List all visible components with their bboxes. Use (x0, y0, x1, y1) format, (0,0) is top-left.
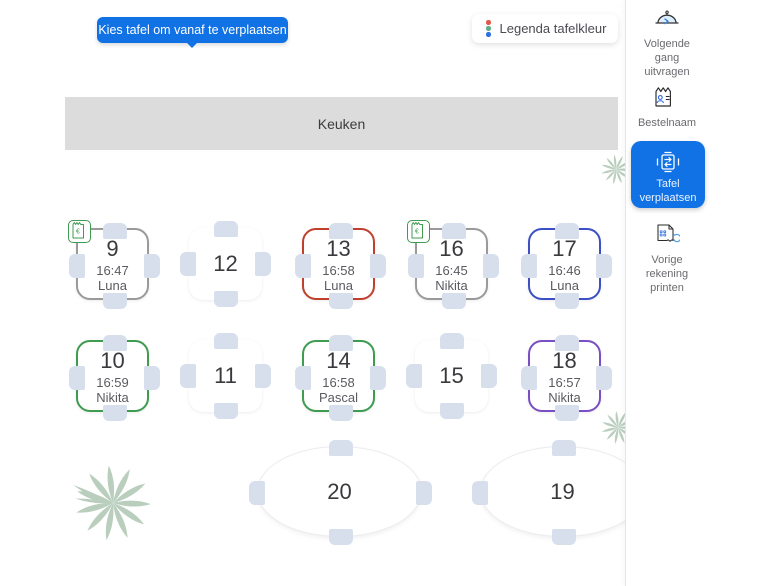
svg-text:€: € (415, 229, 419, 236)
svg-text:€: € (76, 229, 80, 236)
